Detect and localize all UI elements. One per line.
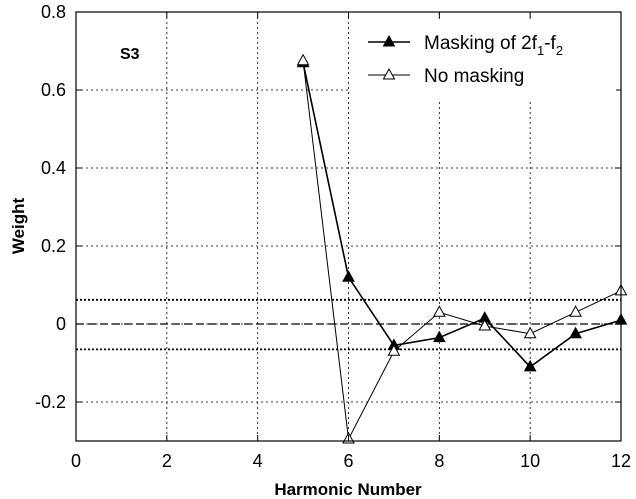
x-tick-label: 10: [520, 451, 540, 471]
series-layer: [296, 53, 628, 444]
x-axis-title: Harmonic Number: [274, 480, 422, 499]
legend-marker-masking: [382, 34, 396, 47]
data-point: [569, 326, 582, 339]
data-point: [296, 53, 310, 66]
data-point: [523, 359, 537, 372]
x-tick-label: 0: [71, 451, 81, 471]
y-tick-label: -0.2: [35, 392, 66, 412]
y-tick-label: 0.4: [41, 158, 66, 178]
y-tick-label: 0.2: [41, 236, 66, 256]
series-line: [302, 60, 622, 441]
y-tick-label: 0.8: [41, 2, 66, 22]
data-point: [387, 344, 401, 356]
x-tick-label: 4: [253, 451, 263, 471]
panel-label: S3: [120, 46, 140, 63]
data-point: [478, 318, 492, 331]
series-line: [302, 62, 622, 368]
x-tick-label: 12: [611, 451, 631, 471]
x-tick-label: 2: [162, 451, 172, 471]
data-point: [523, 326, 537, 339]
legend: Masking of 2f1-f2 No masking: [350, 20, 616, 102]
legend-label-masking: Masking of 2f1-f2: [424, 33, 563, 58]
data-point: [569, 305, 582, 317]
legend-label-masking-main: Masking of 2f: [424, 33, 538, 54]
legend-label-masking-sub2: 2: [556, 43, 563, 58]
series-no-masking: [296, 53, 628, 444]
legend-marker-no-masking: [382, 67, 396, 80]
x-tick-label: 8: [434, 451, 444, 471]
y-axis-title: Weight: [9, 197, 28, 254]
legend-box: [350, 20, 616, 102]
tick-marks: [75, 11, 622, 441]
legend-label-masking-sub1: 1: [537, 43, 544, 58]
legend-label-no-masking: No masking: [424, 66, 524, 87]
y-tick-label: 0: [56, 314, 66, 334]
reference-lines: [76, 298, 621, 351]
y-tick-labels: -0.2 0 0.2 0.4 0.6 0.8: [35, 2, 66, 412]
y-tick-label: 0.6: [41, 80, 66, 100]
x-tick-label: 6: [343, 451, 353, 471]
legend-label-masking-mid: -f: [544, 33, 556, 54]
data-point: [432, 305, 446, 317]
x-tick-labels: 0 2 4 6 8 10 12: [71, 451, 631, 471]
data-point: [432, 330, 446, 343]
data-point: [342, 270, 355, 282]
